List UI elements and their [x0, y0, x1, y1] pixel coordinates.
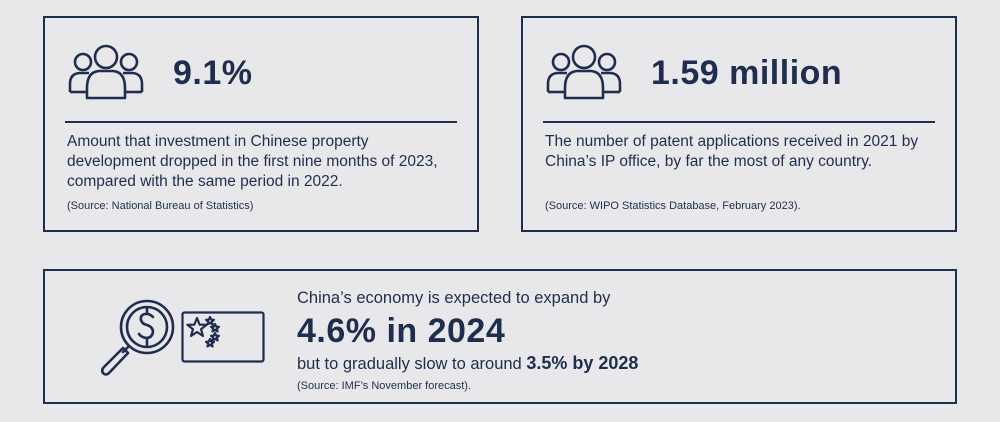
- stat-value: 9.1%: [173, 54, 253, 92]
- forecast-source: (Source: IMF’s November forecast).: [297, 380, 472, 392]
- divider: [543, 121, 935, 123]
- stat-source: (Source: WIPO Statistics Database, Febru…: [545, 200, 801, 212]
- forecast-intro: China’s economy is expected to expand by: [297, 289, 611, 307]
- china-flag-icon: [181, 311, 265, 363]
- stat-card-economy-forecast: China’s economy is expected to expand by…: [43, 269, 957, 404]
- stat-value: 1.59 million: [651, 54, 843, 92]
- stat-card-patent-applications: 1.59 million The number of patent applic…: [521, 16, 957, 232]
- people-group-icon: [546, 44, 622, 100]
- people-group-icon: [68, 44, 144, 100]
- stat-description: Amount that investment in Chinese proper…: [67, 133, 438, 190]
- magnifier-dollar-icon: [101, 299, 175, 376]
- forecast-text-block: China’s economy is expected to expand by…: [297, 289, 638, 392]
- divider: [65, 121, 457, 123]
- stat-description: The number of patent applications receiv…: [545, 133, 919, 170]
- forecast-followup-value: 3.5% by 2028: [526, 353, 639, 373]
- forecast-followup-prefix: but to gradually slow to around: [297, 355, 527, 373]
- forecast-headline: 4.6% in 2024: [297, 312, 506, 350]
- stat-card-property-investment: 9.1% Amount that investment in Chinese p…: [43, 16, 479, 232]
- forecast-followup: but to gradually slow to around 3.5% by …: [297, 353, 638, 374]
- stat-source: (Source: National Bureau of Statistics): [67, 200, 254, 212]
